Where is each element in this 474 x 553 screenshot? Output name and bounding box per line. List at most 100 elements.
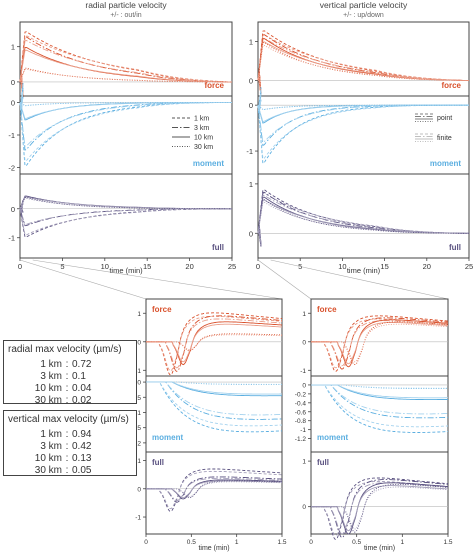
zoom-series-30km-line (146, 333, 282, 352)
x-tick-label: 25 (465, 262, 473, 271)
column-title: vertical particle velocity (320, 0, 408, 10)
y-tick-label: -1 (135, 515, 141, 522)
zoom-series-30km-line (311, 483, 449, 533)
zoom-series-3km-line (311, 384, 449, 415)
series-30km-line (19, 68, 232, 87)
y-tick-label: -0.2 (295, 391, 307, 398)
panel-frame (257, 21, 470, 97)
zoom-series-3km-line (311, 317, 449, 370)
zoom-series-10km-line (311, 482, 448, 535)
vertical-row-key: 10 km (34, 453, 62, 464)
series-3km-line (19, 40, 232, 95)
radial-row-value: 0.72 (72, 359, 92, 370)
series-30km-line (257, 103, 469, 110)
column-subtitle: +/- : out/in (110, 12, 141, 19)
series-10km-line (257, 196, 469, 245)
vertical-row-value: 0.94 (72, 429, 92, 440)
vertical-row-value: 0.05 (72, 465, 92, 476)
y-tick-label: -0.4 (295, 400, 307, 407)
series-1km-line (257, 189, 469, 247)
x-tick-label: 1 (401, 539, 405, 546)
zoom-series-10km-line (146, 323, 283, 363)
panel-label-force: force (204, 81, 224, 90)
panel-label-force: force (441, 81, 461, 90)
zoom-series-10km-line (146, 321, 283, 366)
panel-label-full: full (449, 243, 461, 252)
zoom-series-3km-line (311, 320, 449, 367)
vertical-table-header: vertical max velocity (µm/s) (8, 414, 129, 425)
radial-max-velocity-table: radial max velocity (µm/s) 1 km:0.72 3 k… (3, 340, 137, 407)
y-tick-label: -1 (300, 368, 306, 375)
y-tick-label: 0 (302, 339, 306, 346)
zoom-series-30km-line (311, 323, 448, 363)
y-tick-label: 1 (302, 311, 306, 318)
zoom-series-1km-line (146, 381, 282, 433)
y-tick-label: 0 (137, 380, 141, 387)
y-tick-label: 1 (302, 459, 306, 466)
zoom-panel-label-full: full (317, 458, 329, 467)
zoom-series-3km-line (311, 482, 449, 535)
zoom-panel-label-force: force (152, 305, 172, 314)
series-30km-line (257, 199, 469, 244)
y-tick-label: 0 (302, 504, 306, 511)
x-tick-label: 10 (338, 262, 346, 271)
radial-table-header: radial max velocity (µm/s) (8, 344, 122, 355)
radial-row-key: 30 km (34, 395, 62, 406)
zoom-panel-label-moment: moment (317, 433, 348, 442)
series-30km-line (257, 41, 469, 93)
x-axis-label: time (min) (364, 545, 395, 552)
y-tick-label: 0 (249, 229, 253, 238)
series-30km-line (19, 197, 232, 213)
series-1km-line (257, 30, 469, 96)
radial-table-rows: 1 km:0.72 3 km:0.1 10 km:0.04 30 km:0.02 (26, 359, 92, 407)
x-tick-label: 20 (423, 262, 431, 271)
x-tick-label: 0.5 (187, 539, 196, 546)
zoom-series-3km-line (146, 477, 283, 502)
zoom-connector (257, 259, 312, 300)
legend-label-1km: 1 km (194, 116, 209, 123)
zoom-series-1km-line (311, 384, 448, 433)
series-1km-line (19, 35, 232, 97)
zoom-series-3km-line (146, 381, 282, 420)
y-tick-label: 0 (249, 101, 253, 110)
x-tick-label: 10 (101, 262, 109, 271)
zoom-series-30km-line (311, 321, 449, 365)
legend-model-finite: finite (437, 135, 452, 142)
x-tick-label: 25 (228, 262, 236, 271)
y-tick-label: -1 (8, 131, 15, 140)
y-tick-label: -1 (135, 368, 141, 375)
series-1km-line (19, 199, 232, 238)
y-tick-label: 1 (11, 43, 15, 52)
radial-row-value: 0.04 (72, 383, 92, 394)
series-3km-line (19, 203, 232, 225)
y-tick-label: 0 (11, 205, 15, 214)
zoom-series-1km-line (146, 315, 283, 372)
vertical-row-key: 3 km (40, 441, 62, 452)
vertical-row-key: 30 km (34, 465, 62, 476)
zoom-series-1km-line (146, 312, 283, 376)
series-10km-line (19, 47, 232, 93)
zoom-panel-frame (310, 451, 449, 535)
series-1km-line (257, 192, 469, 246)
x-tick-label: 15 (143, 262, 151, 271)
series-3km-line (257, 34, 469, 95)
zoom-connector (32, 259, 283, 300)
y-tick-label: 1 (137, 311, 141, 318)
y-tick-label: 1 (137, 458, 141, 465)
y-tick-label: -1 (300, 427, 306, 434)
series-1km-line (257, 34, 469, 95)
vertical-row-key: 1 km (40, 429, 62, 440)
radial-row-value: 0.1 (72, 371, 86, 382)
x-axis-label: time (min) (109, 266, 143, 275)
zoom-series-30km-line (311, 384, 449, 389)
zoom-series-1km-line (311, 384, 448, 428)
x-tick-label: 20 (185, 262, 193, 271)
series-10km-line (19, 49, 232, 92)
panel-label-moment: moment (193, 159, 224, 168)
series-1km-line (19, 82, 232, 167)
y-tick-label: 1 (249, 37, 253, 46)
series-30km-line (257, 201, 469, 243)
zoom-series-30km-line (311, 486, 448, 530)
y-tick-label: 0 (302, 382, 306, 389)
